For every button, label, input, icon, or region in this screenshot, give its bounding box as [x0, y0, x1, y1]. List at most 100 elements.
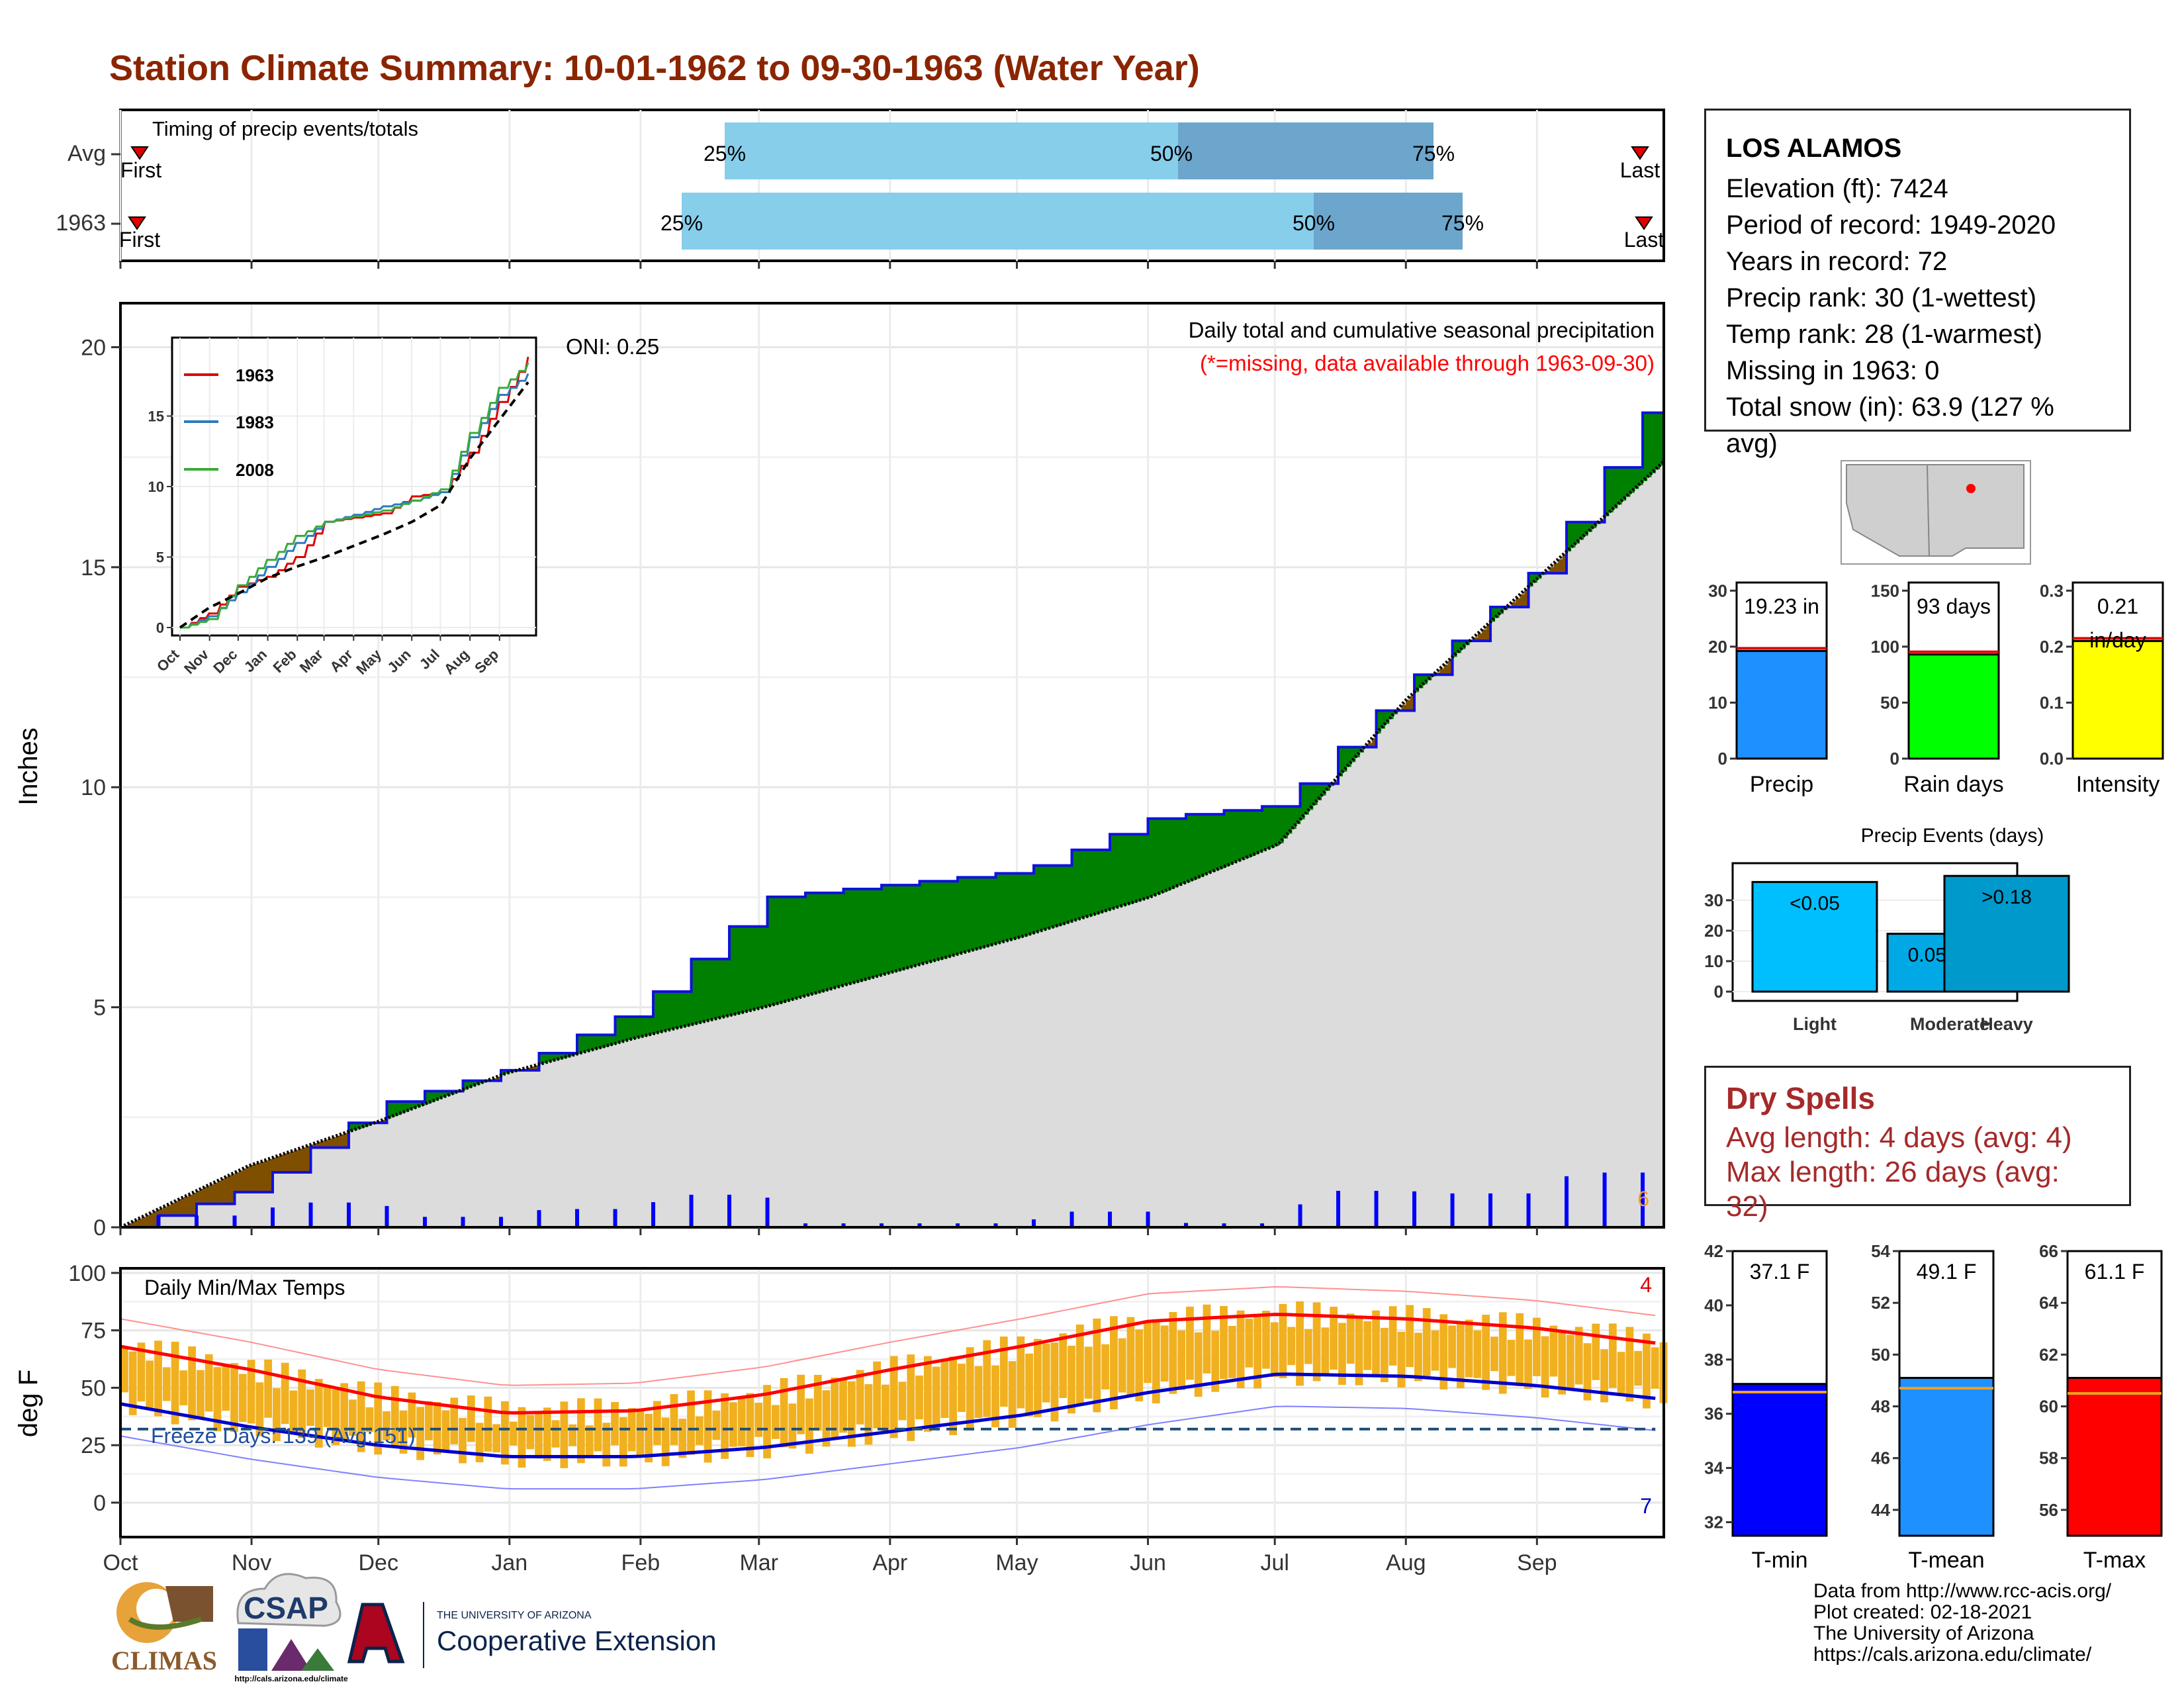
daily-temp-bar: [602, 1423, 611, 1467]
daily-temp-bar: [1296, 1301, 1304, 1386]
mini-ytick-label: 20: [1708, 637, 1727, 657]
precip-ytick-label: 0: [93, 1215, 106, 1241]
mini-bar-name: Precip: [1750, 772, 1813, 797]
daily-temp-bar: [289, 1390, 298, 1435]
daily-temp-bar: [1507, 1340, 1516, 1376]
daily-precip-bar: [1602, 1172, 1607, 1227]
avg-max-line: [120, 1313, 1656, 1415]
daily-temp-bar: [882, 1384, 889, 1432]
daily-temp-bar: [1567, 1335, 1574, 1388]
daily-precip-bar: [651, 1202, 656, 1227]
daily-precip-bar: [880, 1223, 884, 1227]
daily-precip-bar: [803, 1223, 808, 1227]
daily-temp-bar: [1625, 1327, 1634, 1402]
daily-temp-bar: [509, 1421, 518, 1446]
daily-temp-bar: [314, 1379, 323, 1448]
daily-temp-bar: [374, 1382, 383, 1455]
info-missing: Missing in 1963: 0: [1726, 356, 1940, 385]
daily-precip-bar: [1336, 1190, 1341, 1227]
daily-temp-bar: [162, 1367, 171, 1401]
daily-temp-bar: [1194, 1332, 1203, 1397]
temp-ytick-label: 50: [81, 1376, 106, 1401]
daily-temp-bar: [1203, 1304, 1211, 1374]
event-bar-label: >0.18: [1981, 886, 2032, 908]
daily-temp-bar: [822, 1390, 831, 1447]
daily-temp-bar: [780, 1378, 788, 1448]
daily-precip-bar: [689, 1194, 694, 1227]
avg-min-line: [120, 1372, 1656, 1459]
daily-temp-bar: [1211, 1331, 1220, 1392]
daily-temp-bar: [492, 1424, 501, 1453]
y1963-first-label: First: [119, 228, 160, 252]
mini-value-bar: [1735, 649, 1828, 760]
daily-precip-bar: [423, 1217, 428, 1227]
precip-ytick-label: 10: [81, 775, 106, 800]
mini-bar-name: Rain days: [1903, 772, 2003, 797]
daily-temp-bar: [467, 1395, 475, 1442]
daily-temp-bar: [754, 1403, 763, 1437]
daily-temp-bar: [1135, 1329, 1144, 1401]
temp-value-label: 37.1 F: [1750, 1260, 1810, 1284]
daily-temp-bar: [704, 1390, 712, 1463]
inset-legend-1963: 1963: [236, 365, 274, 385]
month-tick-label: Jan: [491, 1550, 527, 1575]
month-tick-label: Dec: [358, 1550, 398, 1575]
temp-ytick-label: 25: [81, 1433, 106, 1458]
y1963-label: 1963: [56, 211, 106, 236]
temp-mini-ytick: 60: [2039, 1397, 2058, 1417]
daily-temp-bar: [560, 1401, 569, 1468]
daily-temp-bar: [1643, 1333, 1651, 1409]
ua-big-text: Cooperative Extension: [437, 1625, 717, 1656]
daily-temp-bar: [966, 1347, 974, 1431]
daily-temp-bar: [907, 1354, 915, 1441]
daily-temp-bar: [1524, 1339, 1532, 1389]
daily-temp-bar: [1338, 1323, 1346, 1385]
station-name: LOS ALAMOS: [1726, 134, 1902, 163]
daily-temp-bar: [1118, 1338, 1126, 1393]
inset-series-line: [180, 362, 529, 629]
temp-mini-ytick: 66: [2039, 1241, 2058, 1261]
temp-mini-ytick: 54: [1871, 1241, 1890, 1261]
y1963-q25-q50-bar: [682, 193, 1314, 250]
daily-temp-bar: [940, 1360, 949, 1419]
month-tick-label: Jul: [1260, 1550, 1289, 1575]
daily-temp-bar: [1422, 1308, 1431, 1380]
daily-precip-bar: [1374, 1190, 1379, 1227]
daily-temp-bar: [949, 1356, 958, 1436]
daily-temp-bar: [197, 1370, 205, 1420]
info-years: Years in record: 72: [1726, 247, 1948, 276]
event-bar: [1943, 874, 2070, 993]
daily-temp-bar: [425, 1401, 433, 1440]
mini-ytick-label: 0.2: [2040, 637, 2064, 657]
daily-temp-bar: [306, 1389, 314, 1427]
daily-temp-bar: [247, 1360, 255, 1424]
daily-temp-bar: [1101, 1344, 1110, 1389]
mini-value-label: 0.21: [2097, 594, 2138, 618]
daily-temp-bar: [1279, 1303, 1287, 1378]
daily-precip-bar: [575, 1209, 580, 1227]
daily-temp-bar: [1346, 1313, 1355, 1364]
inset-ytick-label: 0: [156, 620, 164, 636]
daily-temp-bar: [958, 1364, 966, 1413]
temp-bar-name: T-min: [1752, 1548, 1808, 1573]
temp-ylabel: deg F: [14, 1370, 43, 1437]
daily-temp-bar: [1228, 1325, 1236, 1378]
temp-mini-ytick: 42: [1704, 1241, 1723, 1261]
avg-cumulative-area: [120, 461, 1664, 1228]
daily-temp-bar: [128, 1351, 137, 1415]
daily-temp-bar: [1177, 1330, 1186, 1390]
mini-value-label: 19.23 in: [1744, 594, 1819, 618]
daily-temp-bar: [238, 1374, 247, 1423]
month-tick-label: Nov: [232, 1550, 271, 1575]
temp-value-bar: [2066, 1377, 2163, 1537]
precip-panel: 0 5 10 15 20 Inches Daily total and cumulati…: [14, 302, 1665, 1241]
y1963-q50-label: 50%: [1293, 211, 1335, 235]
precip-count-label: 6: [1637, 1187, 1649, 1211]
temp-title: Daily Min/Max Temps: [144, 1276, 345, 1299]
temp-mini-ytick: 32: [1704, 1513, 1723, 1532]
daily-temp-bar: [188, 1346, 197, 1421]
inset-average-line: [179, 381, 529, 629]
daily-temp-bar: [1186, 1306, 1194, 1380]
inset-ytick-label: 10: [148, 479, 164, 495]
temp-mini-ytick: 46: [1871, 1448, 1890, 1468]
